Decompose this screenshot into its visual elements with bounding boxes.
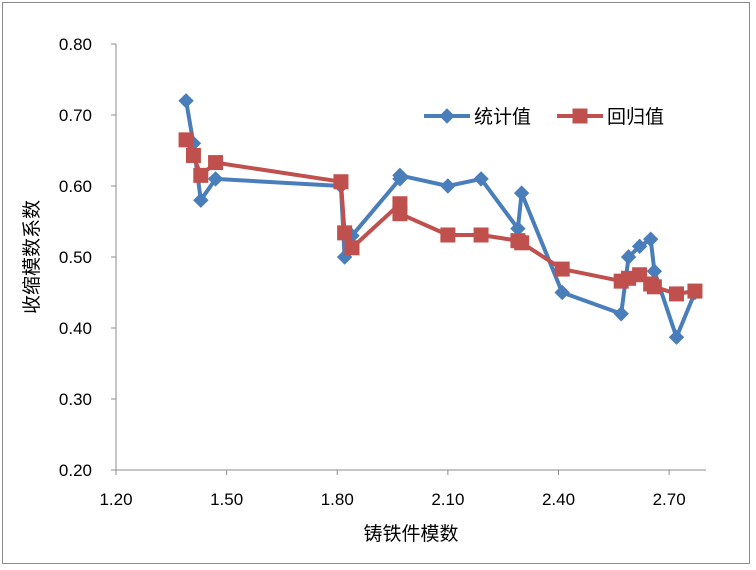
- y-tick-label: 0.40: [59, 319, 92, 338]
- data-point: [473, 171, 489, 187]
- data-point: [178, 132, 194, 148]
- y-tick-label: 0.80: [59, 35, 92, 54]
- x-tick-labels: 1.20 1.50 1.80 2.10 2.40 2.70: [99, 470, 686, 509]
- x-tick-label: 1.20: [99, 490, 132, 509]
- data-point: [392, 206, 408, 222]
- series-1: [178, 93, 703, 345]
- data-point: [337, 225, 353, 241]
- series-layer: [178, 93, 703, 345]
- data-point: [473, 227, 489, 243]
- y-tick-label: 0.30: [59, 390, 92, 409]
- data-point: [687, 283, 703, 299]
- data-point: [646, 279, 662, 295]
- x-tick-label: 2.40: [542, 490, 575, 509]
- y-tick-label: 0.50: [59, 248, 92, 267]
- y-axis-title: 收缩模数系数: [21, 200, 43, 314]
- data-point: [554, 284, 570, 301]
- data-point: [185, 147, 201, 163]
- x-tick-label: 1.50: [210, 490, 243, 509]
- data-point: [554, 261, 570, 277]
- data-point: [669, 286, 684, 302]
- y-tick-label: 0.70: [59, 106, 92, 125]
- legend-item: 统计值: [424, 106, 531, 128]
- legend-label: 统计值: [474, 106, 531, 128]
- legend-label: 回归值: [607, 106, 664, 128]
- series-line: [184, 100, 697, 340]
- data-point: [668, 329, 685, 345]
- data-point: [642, 231, 659, 247]
- data-point: [620, 249, 637, 265]
- y-tick-labels: 0.20 0.30 0.40 0.50 0.60 0.70 0.80: [59, 35, 116, 480]
- series-2: [178, 132, 703, 302]
- legend-item: 回归值: [557, 106, 664, 128]
- data-point: [632, 267, 648, 283]
- data-point: [178, 93, 194, 109]
- legend-marker: [439, 108, 455, 124]
- x-tick-label: 2.70: [653, 490, 686, 509]
- data-point: [514, 235, 530, 251]
- data-point: [193, 192, 209, 208]
- data-point: [631, 238, 648, 255]
- y-tick-label: 0.20: [59, 461, 92, 480]
- data-point: [208, 155, 224, 171]
- legend: 统计值 回归值: [424, 106, 664, 128]
- data-point: [440, 178, 456, 194]
- data-point: [333, 174, 349, 190]
- x-axis-title: 铸铁件模数: [363, 523, 458, 545]
- x-tick-label: 1.80: [321, 490, 354, 509]
- y-tick-label: 0.60: [59, 177, 92, 196]
- legend-marker: [572, 108, 588, 124]
- data-point: [193, 167, 209, 183]
- data-point: [344, 240, 360, 256]
- data-point: [440, 227, 456, 243]
- x-tick-label: 2.10: [431, 490, 464, 509]
- data-point: [646, 263, 663, 279]
- data-point: [207, 171, 224, 187]
- data-point: [513, 185, 530, 201]
- series-line: [184, 139, 696, 296]
- data-point: [613, 306, 629, 322]
- data-point: [392, 167, 408, 184]
